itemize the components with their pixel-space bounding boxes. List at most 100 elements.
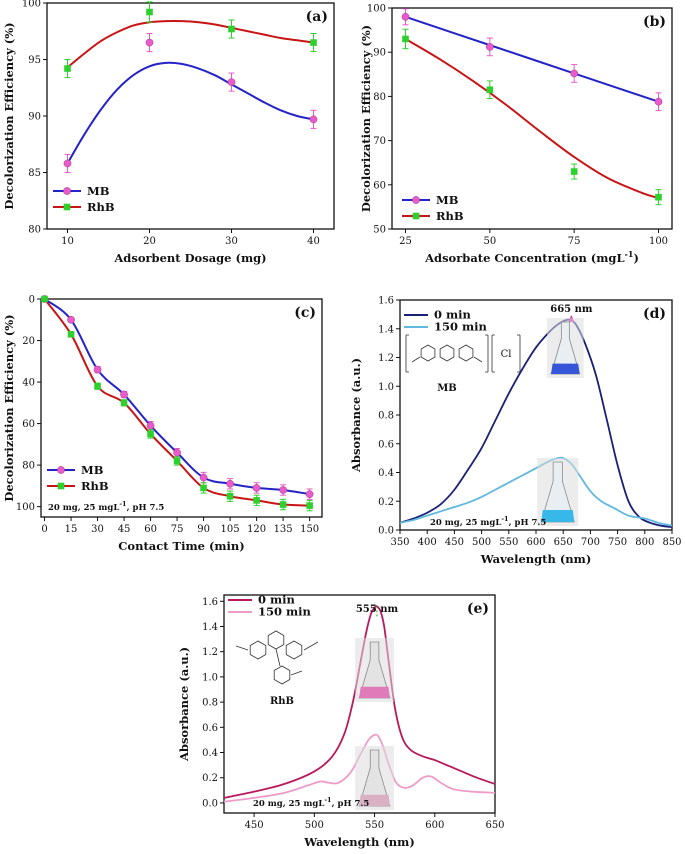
data-point-rhb [402, 35, 409, 43]
y-axis-label: Decolorization Efficiency (%) [2, 22, 16, 209]
y-tick-label: 1.0 [378, 382, 394, 393]
y-tick-label: 85 [28, 168, 41, 179]
x-tick-label: 500 [472, 537, 491, 548]
panel-label: (b) [643, 14, 666, 30]
y-axis-label: Absorbance (a.u.) [349, 358, 363, 473]
rhb-structure [235, 630, 319, 685]
flask-liquid [359, 794, 390, 806]
flask-glass [358, 641, 391, 699]
x-tick-label: 550 [365, 820, 384, 831]
y-tick-label: 70 [373, 136, 386, 147]
series-line-mb [405, 15, 659, 103]
data-point-mb [226, 479, 234, 488]
legend-marker-mb [63, 187, 71, 195]
condition-note: 20 mg, 25 mgL-1, pH 7.5 [253, 796, 369, 809]
data-point-rhb [67, 330, 75, 338]
flask-liquid [551, 363, 580, 374]
ring [267, 630, 285, 650]
x-tick-label: 10 [61, 236, 74, 247]
x-tick-label: 400 [418, 537, 437, 548]
legend-label-0min: 0 min [434, 308, 472, 322]
x-tick-label: 500 [305, 820, 324, 831]
y-tick-label: 1.2 [378, 353, 394, 364]
x-tick-label: 50 [483, 236, 496, 247]
data-point-rhb [147, 430, 154, 438]
data-point-mb [93, 365, 102, 374]
note-sup: -1 [501, 515, 508, 523]
y-axis-label: Absorbance (a.u.) [177, 647, 191, 762]
series-line-rhb [66, 19, 314, 69]
x-tick-label: 0 [41, 524, 47, 535]
data-point-mb [120, 390, 128, 399]
ring [273, 665, 291, 685]
x-axis-label: Adsorbent Dosage (mg) [113, 251, 266, 265]
y-axis-label: Decolorization Efficiency (%) [359, 25, 373, 212]
data-point-mb [279, 486, 287, 494]
plot-frame [399, 299, 673, 531]
x-tick-label: 20 [143, 236, 156, 247]
y-tick-label: 95 [28, 55, 41, 66]
y-tick-label: 50 [373, 225, 386, 236]
x-axis-label: Wavelength (nm) [303, 835, 415, 849]
mb-structure: Cl [405, 334, 521, 373]
plot-frame [391, 7, 673, 230]
data-point-rhb [200, 484, 207, 492]
x-tick-label: 650 [485, 820, 504, 831]
x-tick-label: 60 [144, 524, 157, 535]
peak-label: 555 nm [356, 604, 399, 615]
x-tick-label: 800 [635, 537, 654, 548]
data-point-rhb [41, 295, 48, 303]
condition-note: 20 mg, 25 mgL-1, pH 7.5 [430, 515, 546, 528]
x-tick-label: 100 [649, 236, 668, 247]
y-tick-label: 100 [367, 4, 386, 15]
data-point-rhb [64, 65, 71, 72]
condition-note: 20 mg, 25 mgL-1, pH 7.5 [48, 500, 164, 513]
ring [458, 344, 474, 362]
data-point-rhb [173, 457, 181, 465]
series-line-rhb [404, 38, 659, 200]
note-main: 20 mg, 25 mgL [253, 799, 324, 809]
legend-marker-rhb [57, 482, 65, 490]
note-main: 20 mg, 25 mgL [48, 503, 119, 513]
x-tick-label: 750 [608, 537, 627, 548]
y-tick-label: 1.4 [378, 324, 394, 335]
legend-label-mb: MB [87, 184, 110, 198]
y-tick-label: 0.2 [202, 773, 218, 784]
x-axis-label: Contact Time (min) [118, 539, 244, 553]
y-tick-label: 60 [373, 180, 386, 191]
legend-label-mb: MB [81, 463, 104, 477]
data-point-rhb [146, 8, 153, 16]
x-axis-label: Wavelength (nm) [480, 552, 592, 566]
flask-glass [358, 749, 391, 807]
y-tick-label: 80 [373, 92, 386, 103]
flask-liquid [541, 510, 575, 522]
data-point-rhb [94, 382, 101, 390]
y-tick-label: 0.4 [202, 748, 218, 759]
x-tick-label: 350 [390, 537, 409, 548]
data-point-rhb [310, 39, 317, 46]
y-tick-label: 0.8 [378, 411, 394, 422]
spectrum-150min [223, 733, 496, 803]
structure-label: MB [437, 383, 457, 394]
note-end: , pH 7.5 [509, 518, 547, 528]
x-tick-label: 550 [499, 537, 518, 548]
panel-label: (c) [294, 305, 316, 321]
panel-label: (a) [306, 9, 328, 25]
x-axis-label-sup: -1 [625, 249, 634, 259]
legend-label-150min: 150 min [258, 605, 312, 619]
legend-label-rhb: RhB [436, 209, 464, 223]
y-tick-label: 90 [28, 112, 41, 123]
x-axis-label-main: Adsorbate Concentration (mgL [424, 251, 624, 265]
x-tick-label: 600 [526, 537, 545, 548]
data-point-mb [227, 78, 236, 86]
y-tick-label: 0.0 [202, 798, 218, 809]
legend-marker-rhb [63, 203, 71, 211]
legend-marker-mb [412, 196, 420, 204]
x-tick-label: 850 [662, 537, 681, 548]
panel-e: 450 500 550 600 650 0.0 0.2 0.4 0.6 0.8 1.0 1.2 1.4 1… [177, 593, 505, 850]
legend-label-0min: 0 min [258, 593, 296, 607]
note-sup: -1 [119, 500, 126, 508]
x-tick-label: 105 [221, 524, 240, 535]
x-tick-label: 135 [274, 524, 293, 535]
series-line-mb [66, 61, 314, 164]
